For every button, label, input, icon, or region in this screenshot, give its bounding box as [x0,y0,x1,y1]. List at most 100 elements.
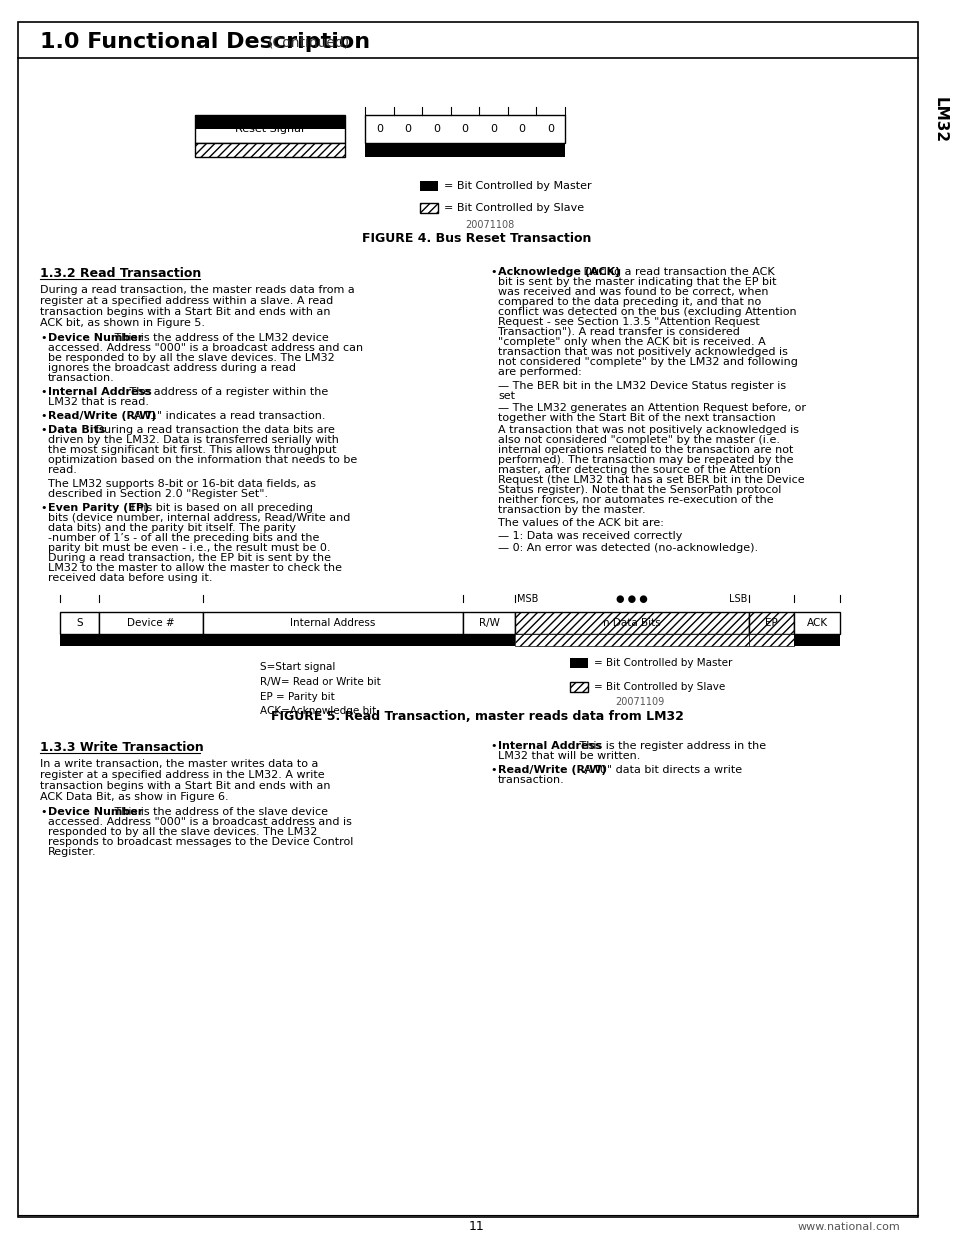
Bar [194,115,345,128]
Text: ignores the broadcast address during a read: ignores the broadcast address during a r… [48,363,295,373]
Text: A "0" data bit directs a write: A "0" data bit directs a write [579,764,741,776]
Bar [419,203,437,212]
Text: "complete" only when the ACK bit is received. A: "complete" only when the ACK bit is rece… [497,337,765,347]
Text: ACK: ACK [806,618,827,629]
Text: ACK Data Bit, as show in Figure 6.: ACK Data Bit, as show in Figure 6. [40,792,229,802]
Text: together with the Start Bit of the next transaction: together with the Start Bit of the next … [497,412,775,424]
Text: The address of a register within the: The address of a register within the [126,387,328,396]
Text: transaction by the master.: transaction by the master. [497,505,645,515]
Text: neither forces, nor automates re-execution of the: neither forces, nor automates re-executi… [497,495,773,505]
Text: = Bit Controlled by Master: = Bit Controlled by Master [443,182,591,191]
Text: 0: 0 [490,124,497,135]
Text: Internal Address: Internal Address [290,618,375,629]
Bar [60,634,99,646]
Text: During a read transaction the ACK: During a read transaction the ACK [579,267,774,277]
Text: This is the address of the slave device: This is the address of the slave device [111,806,328,818]
Text: — The LM32 generates an Attention Request before, or: — The LM32 generates an Attention Reques… [497,403,805,412]
Bar [569,682,587,692]
Text: 20071108: 20071108 [465,220,514,230]
Text: This is the register address in the: This is the register address in the [575,741,765,751]
Text: the most significant bit first. This allows throughput: the most significant bit first. This all… [48,445,336,454]
Text: LM32 that will be written.: LM32 that will be written. [497,751,639,761]
Text: •: • [40,806,47,818]
Text: •: • [40,387,47,396]
Text: register at a specified address within a slave. A read: register at a specified address within a… [40,296,333,306]
Text: 0: 0 [518,124,525,135]
Text: Device Number: Device Number [48,806,143,818]
Text: 1.3.3 Write Transaction: 1.3.3 Write Transaction [40,741,204,755]
Bar [194,115,345,143]
Text: 1.3.2 Read Transaction: 1.3.2 Read Transaction [40,267,201,280]
Text: compared to the data preceding it, and that no: compared to the data preceding it, and t… [497,296,760,308]
Text: Read/Write (R/W̅): Read/Write (R/W̅) [48,411,156,421]
Text: •: • [40,503,47,513]
Bar [462,613,515,634]
Text: optimization based on the information that needs to be: optimization based on the information th… [48,454,356,466]
Bar [99,613,203,634]
Text: S: S [76,618,83,629]
Text: was received and was found to be correct, when: was received and was found to be correct… [497,287,768,296]
Text: •: • [490,741,496,751]
Text: The values of the ACK bit are:: The values of the ACK bit are: [497,517,663,529]
Bar [203,613,462,634]
Bar [794,634,840,646]
Bar [515,634,748,646]
Text: be responded to by all the slave devices. The LM32: be responded to by all the slave devices… [48,353,335,363]
Text: bit is sent by the master indicating that the EP bit: bit is sent by the master indicating tha… [497,277,776,287]
Text: ● ● ●: ● ● ● [616,594,647,604]
Text: = Bit Controlled by Slave: = Bit Controlled by Slave [443,203,583,212]
Bar [419,182,437,191]
Text: responds to broadcast messages to the Device Control: responds to broadcast messages to the De… [48,837,353,847]
Text: •: • [490,267,496,277]
Text: S=Start signal
R/W= Read or Write bit
EP = Parity bit
ACK=Acknowledge bit: S=Start signal R/W= Read or Write bit EP… [260,662,380,716]
Text: parity bit must be even - i.e., the result must be 0.: parity bit must be even - i.e., the resu… [48,543,330,553]
Text: 20071109: 20071109 [615,697,664,706]
Text: A "1" indicates a read transaction.: A "1" indicates a read transaction. [131,411,326,421]
Text: Acknowledge (ACK): Acknowledge (ACK) [497,267,619,277]
Bar [365,143,564,157]
Text: data bits) and the parity bit itself. The parity: data bits) and the parity bit itself. Th… [48,522,295,534]
Text: transaction begins with a Start Bit and ends with an: transaction begins with a Start Bit and … [40,781,330,790]
Bar [60,613,99,634]
Text: •: • [40,425,47,435]
Text: LSB: LSB [728,594,746,604]
Text: •: • [490,764,496,776]
Text: www.national.com: www.national.com [797,1221,899,1233]
Text: 0: 0 [433,124,439,135]
Text: also not considered "complete" by the master (i.e.: also not considered "complete" by the ma… [497,435,780,445]
Text: 0: 0 [547,124,554,135]
Text: LM32 to the master to allow the master to check the: LM32 to the master to allow the master t… [48,563,341,573]
Text: 0: 0 [375,124,382,135]
Text: During a read transaction, the EP bit is sent by the: During a read transaction, the EP bit is… [48,553,331,563]
Bar [515,613,748,634]
Text: •: • [40,411,47,421]
Text: accessed. Address "000" is a broadcast address and is: accessed. Address "000" is a broadcast a… [48,818,352,827]
Text: (Continued): (Continued) [268,35,350,49]
Text: LM32: LM32 [931,96,946,143]
Text: transaction begins with a Start Bit and ends with an: transaction begins with a Start Bit and … [40,308,330,317]
Text: A transaction that was not positively acknowledged is: A transaction that was not positively ac… [497,425,799,435]
Text: FIGURE 4. Bus Reset Transaction: FIGURE 4. Bus Reset Transaction [362,232,591,246]
Text: Request - see Section 1.3.5 "Attention Request: Request - see Section 1.3.5 "Attention R… [497,317,759,327]
Text: master, after detecting the source of the Attention: master, after detecting the source of th… [497,466,781,475]
Text: = Bit Controlled by Master: = Bit Controlled by Master [594,658,732,668]
Text: EP: EP [764,618,778,629]
Text: set: set [497,391,515,401]
Bar [203,634,462,646]
Bar [462,634,515,646]
Text: accessed. Address "000" is a broadcast address and can: accessed. Address "000" is a broadcast a… [48,343,363,353]
Bar [99,634,203,646]
Text: Reset Signal: Reset Signal [235,124,304,135]
Bar [365,115,564,143]
Text: LM32 that is read.: LM32 that is read. [48,396,149,408]
Text: register at a specified address in the LM32. A write: register at a specified address in the L… [40,769,324,781]
Text: Request (the LM32 that has a set BER bit in the Device: Request (the LM32 that has a set BER bit… [497,475,803,485]
Text: conflict was detected on the bus (excluding Attention: conflict was detected on the bus (exclud… [497,308,796,317]
Text: performed). The transaction may be repeated by the: performed). The transaction may be repea… [497,454,793,466]
Text: This bit is based on all preceding: This bit is based on all preceding [126,503,313,513]
Text: transaction.: transaction. [48,373,114,383]
Text: are performed:: are performed: [497,367,581,377]
Text: During a read transaction, the master reads data from a: During a read transaction, the master re… [40,285,355,295]
Text: Register.: Register. [48,847,96,857]
Text: 1.0 Functional Description: 1.0 Functional Description [40,32,370,52]
